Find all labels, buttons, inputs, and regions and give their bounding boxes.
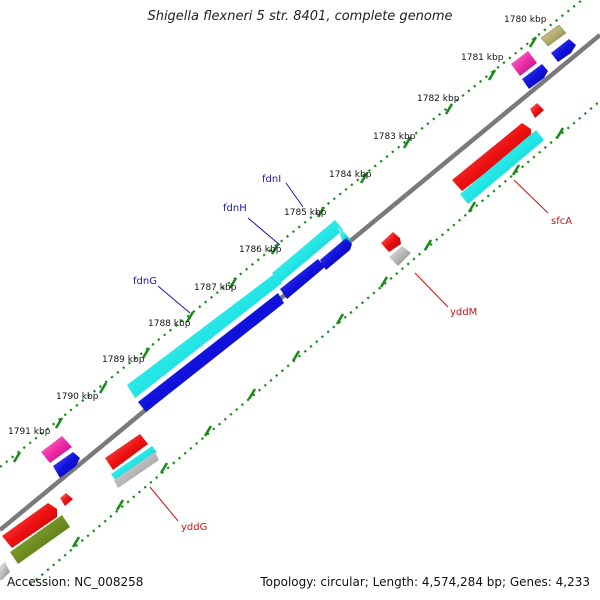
- inner-dotted-track: [29, 100, 600, 586]
- gene-label-sfcA: sfcA: [551, 216, 572, 227]
- tick-label-1784: 1784 kbp: [329, 170, 372, 180]
- gene-labels: fdnI fdnH fdnG sfcA yddM yddG: [133, 174, 572, 533]
- gene-yddM-gray: [389, 246, 411, 266]
- tick-label-1783: 1783 kbp: [373, 132, 416, 142]
- gene-blue-1791: [53, 452, 80, 478]
- tick-label-1788: 1788 kbp: [148, 319, 191, 329]
- gene-small-red-1792: [60, 493, 73, 506]
- gene-features: [0, 24, 576, 580]
- gene-fdnG-blue: [138, 293, 284, 412]
- gene-fdnI-cyan: [272, 220, 343, 283]
- gene-sfcA-red: [452, 123, 531, 191]
- gene-khaki-1780: [540, 24, 567, 47]
- tick-label-1786: 1786 kbp: [239, 245, 282, 255]
- genome-title: Shigella flexneri 5 str. 8401, complete …: [147, 9, 453, 24]
- gene-yddG-gray: [114, 452, 159, 488]
- gene-magenta-1791: [41, 436, 72, 463]
- gene-fdnI-blue: [320, 238, 352, 270]
- gene-small-red-1782: [530, 103, 544, 118]
- gene-fdnH-blue: [280, 259, 325, 299]
- outer-ticks: [12, 36, 538, 463]
- tick-label-1790: 1790 kbp: [56, 392, 99, 402]
- gene-label-fdnI: fdnI: [262, 174, 281, 185]
- tick-label-1782: 1782 kbp: [417, 94, 460, 104]
- gene-label-leaders: [149, 179, 549, 522]
- gene-label-yddM: yddM: [450, 307, 477, 318]
- gene-yddG-cyan: [111, 446, 157, 481]
- tick-label-1785: 1785 kbp: [284, 208, 327, 218]
- gene-red-1792: [2, 503, 57, 548]
- tick-label-1791: 1791 kbp: [8, 427, 51, 437]
- gene-label-fdnG: fdnG: [133, 276, 157, 287]
- gene-label-fdnH: fdnH: [223, 203, 247, 214]
- accession-label: Accession: NC_008258: [7, 575, 144, 589]
- inner-ticks: [71, 127, 565, 548]
- gene-olive-1792: [10, 515, 70, 564]
- gene-gray-edge: [0, 562, 10, 580]
- gene-yddM-red: [381, 232, 401, 252]
- gene-blue-1781: [522, 64, 548, 89]
- topology-label: Topology: circular; Length: 4,574,284 bp…: [260, 575, 590, 589]
- tick-labels: 1780 kbp 1781 kbp 1782 kbp 1783 kbp 1784…: [8, 15, 547, 437]
- tick-label-1781: 1781 kbp: [461, 53, 504, 63]
- tick-label-1787: 1787 kbp: [194, 283, 237, 293]
- gene-magenta-1781: [511, 51, 537, 76]
- gene-label-yddG: yddG: [181, 522, 207, 533]
- tick-label-1789: 1789 kbp: [102, 355, 145, 365]
- tick-label-1780: 1780 kbp: [504, 15, 547, 25]
- gene-blue-1780: [551, 39, 576, 62]
- gene-cyan-1783: [460, 130, 544, 204]
- gene-fdnG-cyan: [127, 274, 282, 398]
- gene-yddG-red: [105, 434, 148, 470]
